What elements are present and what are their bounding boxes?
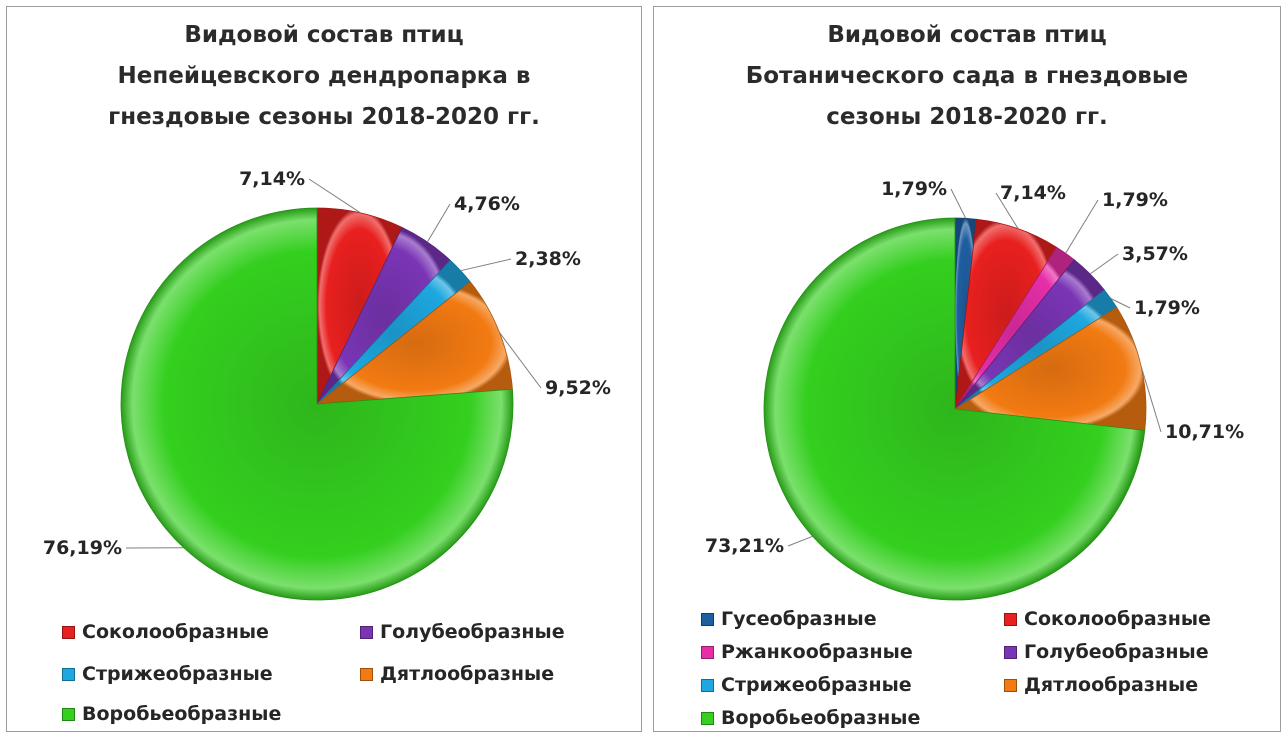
pie-slice xyxy=(120,207,514,601)
data-label: 7,14% xyxy=(239,168,305,190)
chart-title-line: Видовой состав птиц xyxy=(827,22,1107,48)
pie-chart: 1,79% 7,14% 1,79% 3,57% 1,79% 10,71% 73,21% xyxy=(705,178,1244,601)
chart-title-line: Видовой состав птиц xyxy=(184,22,464,48)
legend-swatch xyxy=(1004,612,1017,626)
leader-line xyxy=(950,188,967,219)
leader-line xyxy=(1140,366,1162,433)
leader-line xyxy=(460,258,512,272)
legend-label: Дятлообразные xyxy=(1024,674,1199,696)
legend-label: Воробьеобразные xyxy=(82,703,282,725)
legend-swatch xyxy=(360,625,373,639)
legend-label: Ржанкообразные xyxy=(721,641,913,663)
chart-title: Видовой состав птиц Непейцевского дендро… xyxy=(7,15,641,138)
data-label: 73,21% xyxy=(705,535,784,557)
pie-slice xyxy=(953,306,1147,431)
legend-swatch xyxy=(62,707,75,721)
legend-swatch xyxy=(360,667,373,681)
data-label: 7,14% xyxy=(1000,182,1066,204)
data-label: 1,79% xyxy=(881,178,947,200)
legend-swatch xyxy=(62,667,75,681)
legend-swatch xyxy=(701,645,714,659)
data-label: 10,71% xyxy=(1165,421,1244,443)
data-label: 1,79% xyxy=(1134,297,1200,319)
legend-label: Соколообразные xyxy=(82,621,269,643)
legend-item: Голубеобразные xyxy=(360,621,565,643)
data-label: 3,57% xyxy=(1122,243,1188,265)
legend-item: Соколообразные xyxy=(62,621,269,643)
legend-swatch xyxy=(701,612,714,626)
legend-label: Гусеобразные xyxy=(721,608,877,630)
chart-title-line: Ботанического сада в гнездовые xyxy=(745,63,1189,89)
legend-item: Стрижеобразные xyxy=(701,674,912,696)
legend-label: Голубеобразные xyxy=(380,621,565,643)
legend-label: Воробьеобразные xyxy=(721,707,921,729)
legend-swatch xyxy=(62,625,75,639)
pie-slice xyxy=(763,217,1146,601)
chart-panel-botanical-garden: Видовой состав птиц Ботанического сада в… xyxy=(653,6,1281,732)
leader-line xyxy=(1089,253,1119,275)
data-label: 9,52% xyxy=(545,377,611,399)
legend-item: Воробьеобразные xyxy=(701,707,920,729)
legend-item: Стрижеобразные xyxy=(62,663,273,685)
legend-label: Стрижеобразные xyxy=(721,674,912,696)
legend-swatch xyxy=(1004,678,1017,692)
pie-chart: 7,14% 4,76% 2,38% 9,52% 76,19% xyxy=(43,168,611,601)
leader-line xyxy=(787,535,813,547)
leader-line xyxy=(995,192,1019,229)
legend-swatch xyxy=(1004,645,1017,659)
legend-label: Дятлообразные xyxy=(380,663,555,685)
legend-swatch xyxy=(701,711,714,725)
legend-label: Стрижеобразные xyxy=(82,663,273,685)
legend-item: Голубеобразные xyxy=(1004,641,1209,663)
legend-item: Гусеобразные xyxy=(701,608,877,630)
chart-title: Видовой состав птиц Ботанического сада в… xyxy=(654,15,1280,138)
legend-swatch xyxy=(701,678,714,692)
data-label: 2,38% xyxy=(515,248,581,270)
chart-title-line: Непейцевского дендропарка в xyxy=(117,63,531,89)
leader-line xyxy=(498,332,542,389)
data-label: 4,76% xyxy=(454,193,520,215)
chart-title-line: гнездовые сезоны 2018-2020 гг. xyxy=(108,104,540,130)
legend-item: Ржанкообразные xyxy=(701,641,913,663)
legend-label: Голубеобразные xyxy=(1024,641,1209,663)
legend-item: Дятлообразные xyxy=(360,663,554,685)
chart-title-line: сезоны 2018-2020 гг. xyxy=(826,104,1108,130)
leader-line xyxy=(1065,199,1099,254)
legend-label: Соколообразные xyxy=(1024,608,1211,630)
data-label: 76,19% xyxy=(43,537,122,559)
legend-item: Дятлообразные xyxy=(1004,674,1198,696)
data-label: 1,79% xyxy=(1102,189,1168,211)
leader-line xyxy=(1110,298,1131,309)
chart-panel-dendropark: Видовой состав птиц Непейцевского дендро… xyxy=(6,6,642,732)
leader-line xyxy=(308,178,361,214)
legend-item: Соколообразные xyxy=(1004,608,1211,630)
legend-item: Воробьеобразные xyxy=(62,703,281,725)
leader-line xyxy=(426,203,451,243)
